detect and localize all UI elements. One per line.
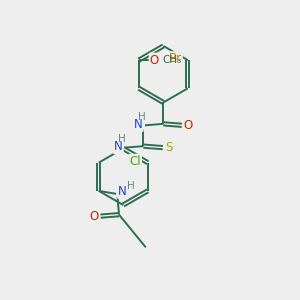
Text: O: O [89,210,99,223]
Text: Cl: Cl [129,154,141,168]
Text: Br: Br [169,52,182,65]
Text: N: N [118,185,127,198]
Text: N: N [114,140,123,153]
Text: O: O [183,119,192,132]
Text: CH₃: CH₃ [162,56,182,65]
Text: H: H [118,134,126,144]
Text: O: O [150,54,159,67]
Text: N: N [134,118,143,131]
Text: S: S [166,141,173,154]
Text: H: H [127,181,135,190]
Text: H: H [138,112,146,122]
